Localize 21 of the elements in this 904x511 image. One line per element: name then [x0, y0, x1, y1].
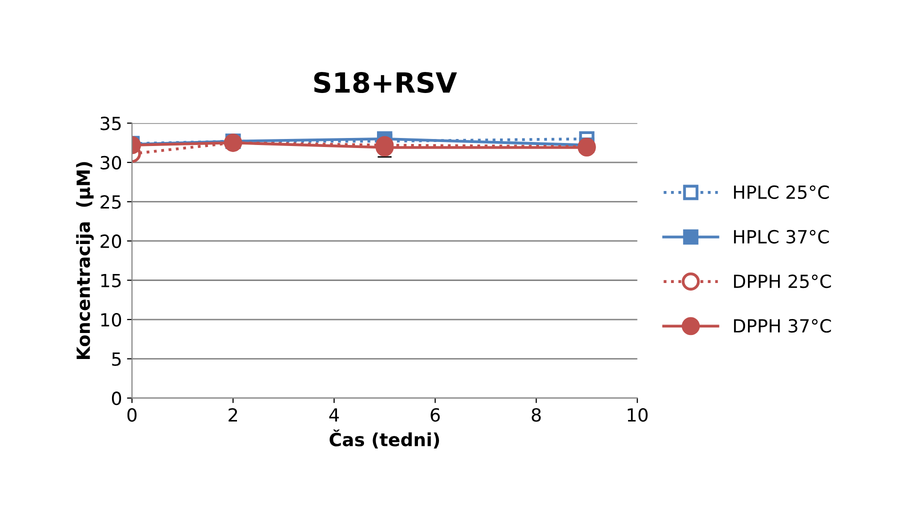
- x-tick-label: 4: [329, 408, 339, 422]
- x-tick-label: 6: [430, 408, 440, 422]
- x-tick-label: 10: [628, 408, 648, 422]
- x-tick-label: 0: [127, 408, 137, 422]
- y-tick-label: 15: [101, 274, 121, 288]
- legend-label: HPLC 25°C: [734, 185, 829, 200]
- y-tick-label: 10: [101, 312, 122, 327]
- legend-label: DPPH 37°C: [734, 319, 831, 333]
- y-tick-label: 30: [100, 156, 122, 170]
- y-tick-label: 20: [100, 234, 122, 248]
- y-axis-title: Koncentracija (µM): [76, 162, 94, 359]
- x-axis-title: Čas (tedni): [330, 429, 440, 449]
- x-tick-label: 2: [228, 408, 237, 422]
- chart-title: S18+RSV: [314, 72, 457, 93]
- legend-label: DPPH 25°C: [734, 274, 831, 288]
- y-tick-label: 0: [112, 392, 122, 406]
- y-tick-label: 5: [112, 352, 121, 366]
- legend-label: HPLC 37°C: [734, 230, 829, 244]
- y-tick-label: 25: [100, 195, 121, 209]
- x-tick-label: 8: [532, 408, 541, 422]
- y-tick-label: 35: [100, 116, 121, 130]
